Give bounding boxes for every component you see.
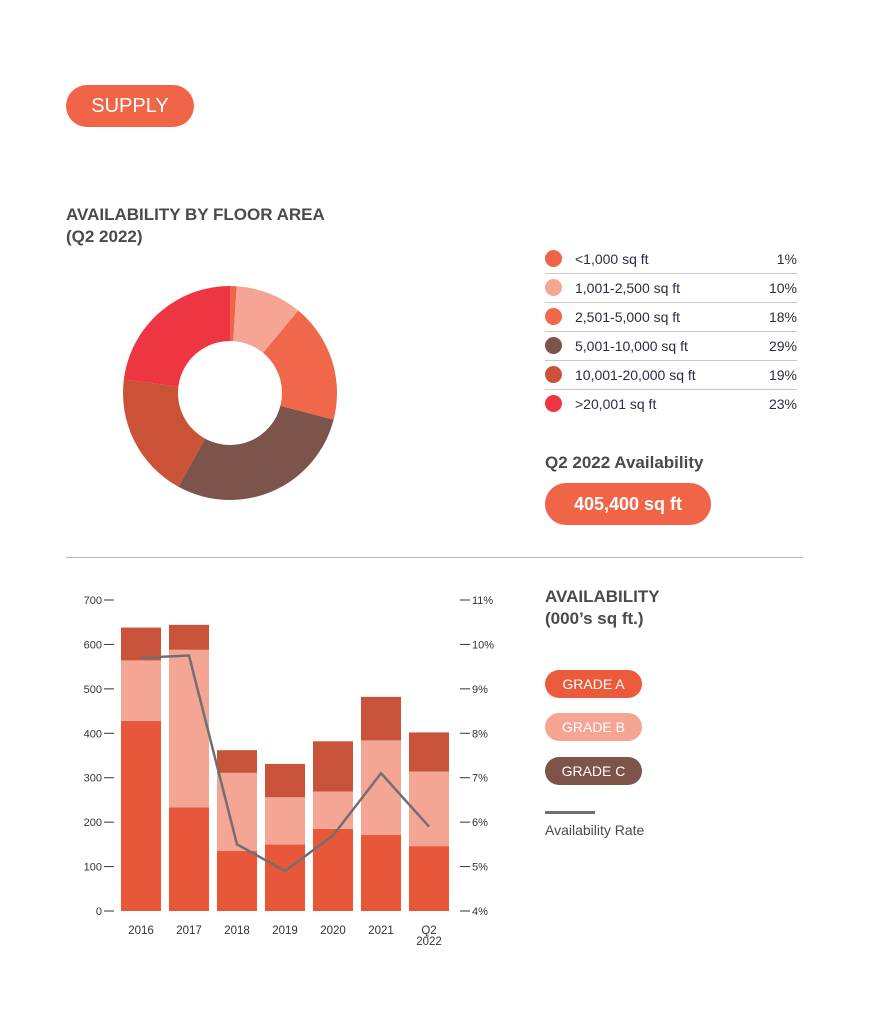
donut-slice xyxy=(178,405,334,500)
legend-row: >20,001 sq ft 23% xyxy=(545,389,797,418)
y2-tick-label: 5% xyxy=(472,862,488,874)
legend-label: 2,501-5,000 sq ft xyxy=(575,308,681,325)
legend-label: >20,001 sq ft xyxy=(575,395,657,412)
donut-title-line2: (Q2 2022) xyxy=(66,227,143,246)
legend-row: 10,001-20,000 sq ft 19% xyxy=(545,360,797,390)
donut-slice xyxy=(233,286,299,353)
bar-chart-title-line2: (000’s sq ft.) xyxy=(545,609,644,628)
bar-segment-grade-a xyxy=(265,844,305,911)
y2-tick-label: 9% xyxy=(472,684,488,696)
legend-rate-line xyxy=(545,811,595,814)
bar-segment-grade-b xyxy=(265,797,305,845)
donut-title-line1: AVAILABILITY BY FLOOR AREA xyxy=(66,205,325,224)
legend-label: 10,001-20,000 sq ft xyxy=(575,366,696,383)
bar-chart-title: AVAILABILITY (000’s sq ft.) xyxy=(545,586,660,630)
bar-segment-grade-c xyxy=(265,763,305,798)
bar-segment-grade-c xyxy=(121,627,161,661)
legend-dot-icon xyxy=(545,366,562,383)
bar-segment-grade-a xyxy=(361,835,401,911)
bar-segment-grade-a xyxy=(409,846,449,911)
bar-segment-grade-b xyxy=(121,660,161,721)
legend-label: 1,001-2,500 sq ft xyxy=(575,279,681,296)
legend-value: 18% xyxy=(768,308,797,325)
bar-segment-grade-b xyxy=(217,772,257,852)
legend-label: 5,001-10,000 sq ft xyxy=(575,337,688,354)
y-tick-label: 100 xyxy=(84,862,102,874)
bar-segment-grade-a xyxy=(121,720,161,911)
donut-slice xyxy=(230,286,237,342)
bar-segment-grade-c xyxy=(313,741,353,792)
donut-slice xyxy=(123,379,205,487)
legend-dot-icon xyxy=(545,337,562,354)
y-tick-label: 600 xyxy=(84,639,102,651)
legend-value: 1% xyxy=(776,250,797,267)
x-tick-label: Q2 xyxy=(421,925,436,937)
y2-tick-label: 7% xyxy=(472,773,488,785)
legend-row: <1,000 sq ft 1% xyxy=(545,244,797,274)
y2-tick-label: 6% xyxy=(472,817,488,829)
y2-tick-label: 11% xyxy=(472,595,493,607)
y-tick-label: 0 xyxy=(96,906,102,918)
legend-dot-icon xyxy=(545,395,562,412)
y2-tick-label: 10% xyxy=(472,639,494,651)
bar-segment-grade-c xyxy=(361,696,401,741)
summary-label: Q2 2022 Availability xyxy=(545,453,704,472)
legend-row: 5,001-10,000 sq ft 29% xyxy=(545,331,797,361)
summary-value: 405,400 sq ft xyxy=(545,483,711,525)
legend-grade-b: GRADE B xyxy=(545,713,642,741)
bar-segment-grade-a xyxy=(169,807,209,911)
x-tick-label: 2021 xyxy=(368,925,394,937)
legend-dot-icon xyxy=(545,279,562,296)
bar-segment-grade-c xyxy=(169,624,209,650)
donut-title: AVAILABILITY BY FLOOR AREA (Q2 2022) xyxy=(66,204,325,248)
legend-dot-icon xyxy=(545,250,562,267)
y-tick-label: 400 xyxy=(84,728,102,740)
divider xyxy=(66,557,803,558)
legend-value: 19% xyxy=(768,366,797,383)
bar-segment-grade-a xyxy=(217,851,257,911)
y-tick-label: 200 xyxy=(84,817,102,829)
x-tick-label: 2019 xyxy=(272,925,298,937)
bar-segment-grade-b xyxy=(169,649,209,808)
legend-dot-icon xyxy=(545,308,562,325)
availability-bar-chart: 0 100 200 300 400 500 600 700 4% 5% 6% 7% 8% 9% 10% 11%… xyxy=(84,595,495,948)
x-tick-label: 2022 xyxy=(416,936,442,948)
legend-row: 2,501-5,000 sq ft 18% xyxy=(545,302,797,332)
x-tick-label: 2018 xyxy=(224,925,250,937)
legend-value: 29% xyxy=(768,337,797,354)
bar-segment-grade-b xyxy=(313,791,353,829)
donut-slice xyxy=(123,286,230,387)
donut-chart xyxy=(123,286,337,500)
bar-segment-grade-c xyxy=(217,750,257,773)
y-tick-label: 300 xyxy=(84,773,102,785)
y-tick-label: 700 xyxy=(84,595,102,607)
legend-value: 10% xyxy=(768,279,797,296)
legend-label: <1,000 sq ft xyxy=(575,250,649,267)
y2-tick-label: 4% xyxy=(472,906,488,918)
legend-rate-label: Availability Rate xyxy=(545,822,645,838)
legend-row: 1,001-2,500 sq ft 10% xyxy=(545,273,797,303)
x-tick-label: 2017 xyxy=(176,925,202,937)
x-tick-label: 2016 xyxy=(128,925,154,937)
x-tick-label: 2020 xyxy=(320,925,346,937)
bar-chart-title-line1: AVAILABILITY xyxy=(545,587,660,606)
legend-value: 23% xyxy=(768,395,797,412)
bar-segment-grade-b xyxy=(409,771,449,847)
y-tick-label: 500 xyxy=(84,684,102,696)
availability-rate-line xyxy=(140,654,430,873)
supply-badge: SUPPLY xyxy=(66,85,194,127)
legend-grade-a: GRADE A xyxy=(545,670,642,698)
legend-grade-c: GRADE C xyxy=(545,757,642,785)
bar-segment-grade-a xyxy=(313,828,353,911)
y2-tick-label: 8% xyxy=(472,728,488,740)
donut-slice xyxy=(263,310,337,420)
bar-segment-grade-c xyxy=(409,732,449,772)
